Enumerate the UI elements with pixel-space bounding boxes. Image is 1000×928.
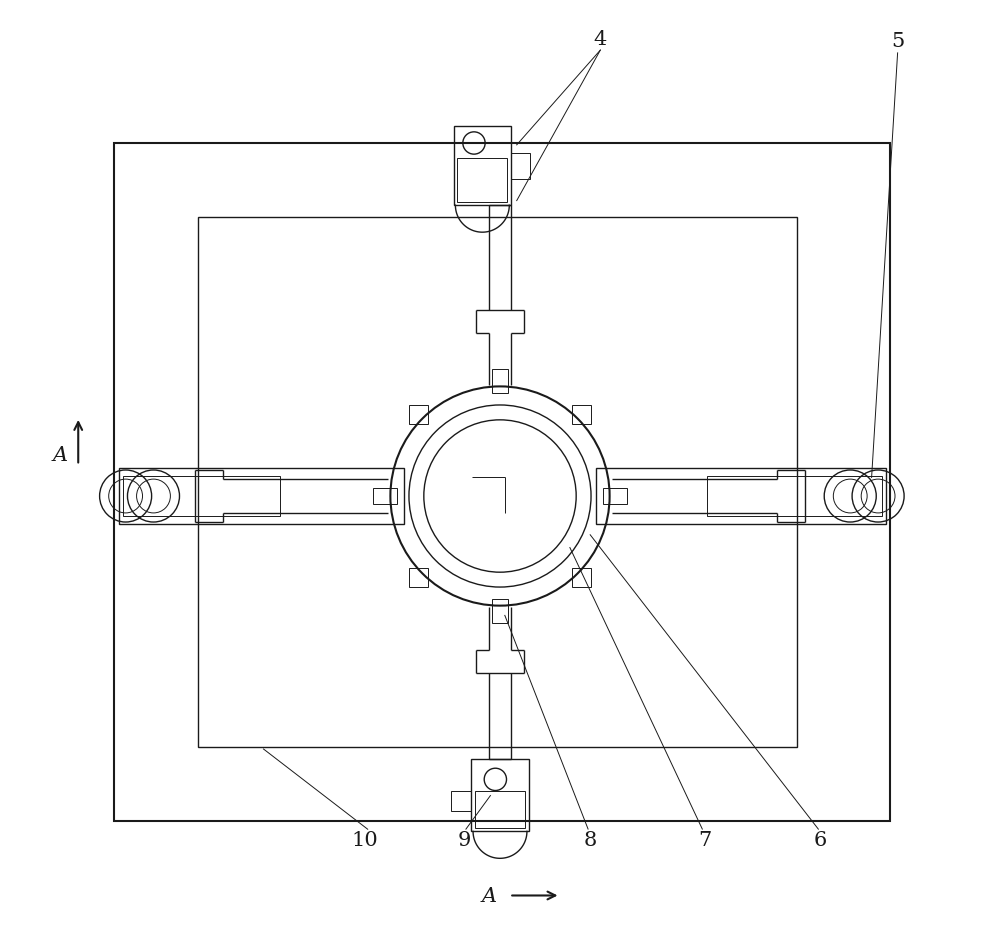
Bar <box>123 476 280 517</box>
Bar <box>492 369 508 393</box>
Bar <box>409 569 428 587</box>
Bar <box>457 159 507 202</box>
Text: 9: 9 <box>458 831 471 849</box>
Bar <box>454 127 511 206</box>
Bar <box>373 488 397 505</box>
Bar <box>572 569 591 587</box>
Text: 7: 7 <box>698 831 711 849</box>
Text: A: A <box>481 886 496 905</box>
Bar <box>451 791 471 811</box>
Bar <box>475 792 525 828</box>
Bar <box>409 406 428 424</box>
Bar <box>572 406 591 424</box>
Text: A: A <box>53 445 68 464</box>
Text: 6: 6 <box>814 831 827 849</box>
Bar <box>114 144 890 821</box>
Bar <box>603 488 627 505</box>
Bar <box>511 154 530 180</box>
Bar <box>471 759 529 831</box>
Text: 4: 4 <box>594 30 607 48</box>
Text: 10: 10 <box>352 831 379 849</box>
Bar <box>198 218 797 747</box>
Bar <box>492 599 508 624</box>
Bar <box>119 469 404 524</box>
Text: 8: 8 <box>583 831 597 849</box>
Bar <box>596 469 886 524</box>
Bar <box>707 476 882 517</box>
Text: 5: 5 <box>891 32 904 51</box>
